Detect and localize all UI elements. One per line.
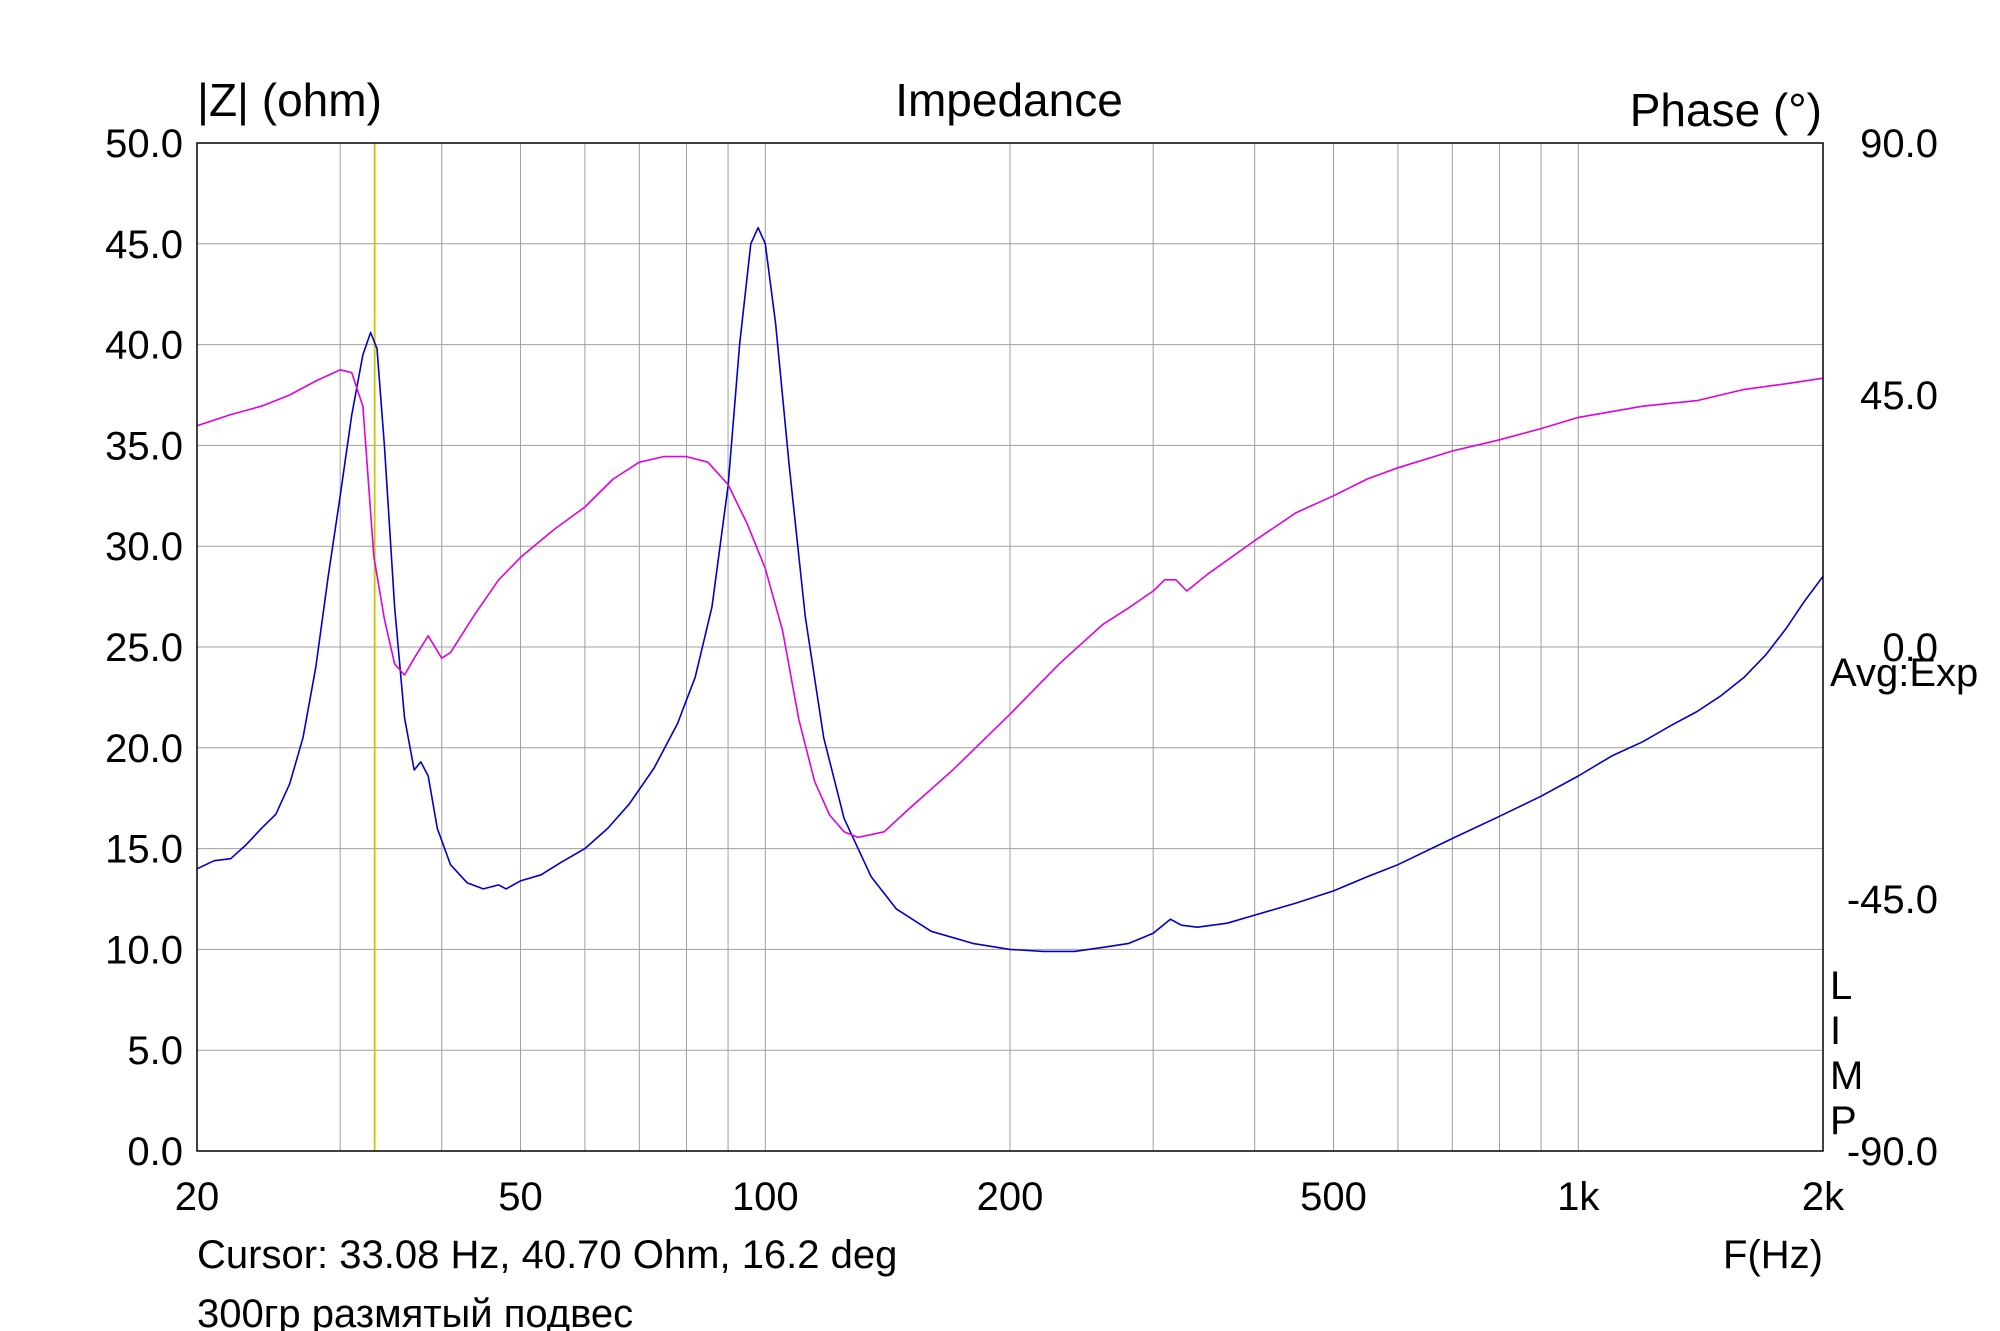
y-left-tick-label: 35.0 bbox=[105, 424, 183, 468]
side-letter-p: P bbox=[1830, 1099, 1857, 1143]
y-left-tick-label: 5.0 bbox=[127, 1029, 183, 1073]
chart-title: Impedance bbox=[895, 74, 1123, 126]
impedance-series-line bbox=[196, 226, 1824, 953]
y-right-tick-label: -90.0 bbox=[1847, 1130, 1938, 1174]
y-left-tick-label: 30.0 bbox=[105, 525, 183, 569]
side-letter-i: I bbox=[1830, 1009, 1841, 1053]
x-tick-label: 200 bbox=[977, 1175, 1044, 1219]
y-left-tick-label: 10.0 bbox=[105, 928, 183, 972]
data-series bbox=[196, 143, 1824, 1151]
y-right-tick-label: -45.0 bbox=[1847, 878, 1938, 922]
x-tick-label: 100 bbox=[732, 1175, 799, 1219]
averaging-label: Avg:Exp bbox=[1830, 651, 1978, 695]
phase-series-line bbox=[196, 368, 1824, 839]
y-right-tick-label: 0.0 bbox=[1882, 626, 1938, 670]
y-left-tick-label: 45.0 bbox=[105, 223, 183, 267]
y-left-tick-label: 20.0 bbox=[105, 727, 183, 771]
measurement-note: 300гр размятый подвес bbox=[197, 1292, 633, 1331]
side-letter-m: M bbox=[1830, 1054, 1863, 1098]
x-tick-label: 2k bbox=[1802, 1175, 1845, 1219]
y-axis-right-label: Phase (°) bbox=[1630, 84, 1822, 136]
y-left-tick-label: 50.0 bbox=[105, 122, 183, 166]
axis-ticks: 20 50 100 200 500 1k 2k 0.0 5.0 10.0 15.0 20.0 25.0 3… bbox=[105, 122, 1938, 1219]
y-left-tick-label: 25.0 bbox=[105, 626, 183, 670]
y-left-tick-label: 15.0 bbox=[105, 828, 183, 872]
plot-grid bbox=[197, 143, 1823, 1151]
x-tick-label: 50 bbox=[498, 1175, 543, 1219]
y-axis-left-label: |Z| (ohm) bbox=[197, 74, 382, 126]
y-left-tick-label: 0.0 bbox=[127, 1130, 183, 1174]
y-right-tick-label: 45.0 bbox=[1860, 374, 1938, 418]
y-left-tick-label: 40.0 bbox=[105, 324, 183, 368]
x-tick-label: 20 bbox=[175, 1175, 220, 1219]
y-right-tick-label: 90.0 bbox=[1860, 122, 1938, 166]
x-axis-label: F(Hz) bbox=[1723, 1233, 1823, 1277]
x-tick-label: 500 bbox=[1300, 1175, 1367, 1219]
plot-frame bbox=[196, 142, 1824, 1152]
x-tick-label: 1k bbox=[1557, 1175, 1600, 1219]
side-letter-l: L bbox=[1830, 964, 1852, 1008]
cursor-readout: Cursor: 33.08 Hz, 40.70 Ohm, 16.2 deg bbox=[197, 1233, 897, 1277]
